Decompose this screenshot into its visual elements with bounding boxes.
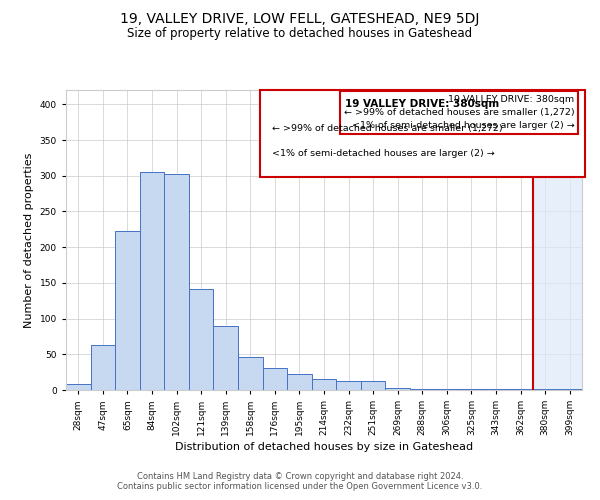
Bar bbox=[189, 290, 214, 390]
Text: 19 VALLEY DRIVE: 380sqm
← >99% of detached houses are smaller (1,272)
<1% of sem: 19 VALLEY DRIVE: 380sqm ← >99% of detach… bbox=[344, 94, 574, 130]
Text: 19, VALLEY DRIVE, LOW FELL, GATESHEAD, NE9 5DJ: 19, VALLEY DRIVE, LOW FELL, GATESHEAD, N… bbox=[121, 12, 479, 26]
Text: Contains HM Land Registry data © Crown copyright and database right 2024.: Contains HM Land Registry data © Crown c… bbox=[137, 472, 463, 481]
Bar bbox=[214, 326, 238, 390]
Text: Size of property relative to detached houses in Gateshead: Size of property relative to detached ho… bbox=[127, 28, 473, 40]
Y-axis label: Number of detached properties: Number of detached properties bbox=[24, 152, 34, 328]
X-axis label: Distribution of detached houses by size in Gateshead: Distribution of detached houses by size … bbox=[175, 442, 473, 452]
Text: ← >99% of detached houses are smaller (1,272): ← >99% of detached houses are smaller (1… bbox=[272, 124, 503, 134]
Bar bbox=[164, 174, 189, 390]
Bar bbox=[385, 388, 410, 390]
Bar bbox=[336, 380, 361, 390]
Bar bbox=[263, 368, 287, 390]
FancyBboxPatch shape bbox=[260, 90, 584, 177]
Bar bbox=[533, 90, 582, 390]
Bar bbox=[238, 357, 263, 390]
Bar bbox=[115, 232, 140, 390]
Text: 19 VALLEY DRIVE: 380sqm: 19 VALLEY DRIVE: 380sqm bbox=[345, 99, 499, 109]
Bar bbox=[312, 380, 336, 390]
Bar bbox=[410, 388, 434, 390]
Bar bbox=[66, 384, 91, 390]
Bar bbox=[361, 382, 385, 390]
Text: Contains public sector information licensed under the Open Government Licence v3: Contains public sector information licen… bbox=[118, 482, 482, 491]
Bar bbox=[287, 374, 312, 390]
Bar bbox=[91, 345, 115, 390]
Bar bbox=[140, 172, 164, 390]
Text: <1% of semi-detached houses are larger (2) →: <1% of semi-detached houses are larger (… bbox=[272, 148, 495, 158]
